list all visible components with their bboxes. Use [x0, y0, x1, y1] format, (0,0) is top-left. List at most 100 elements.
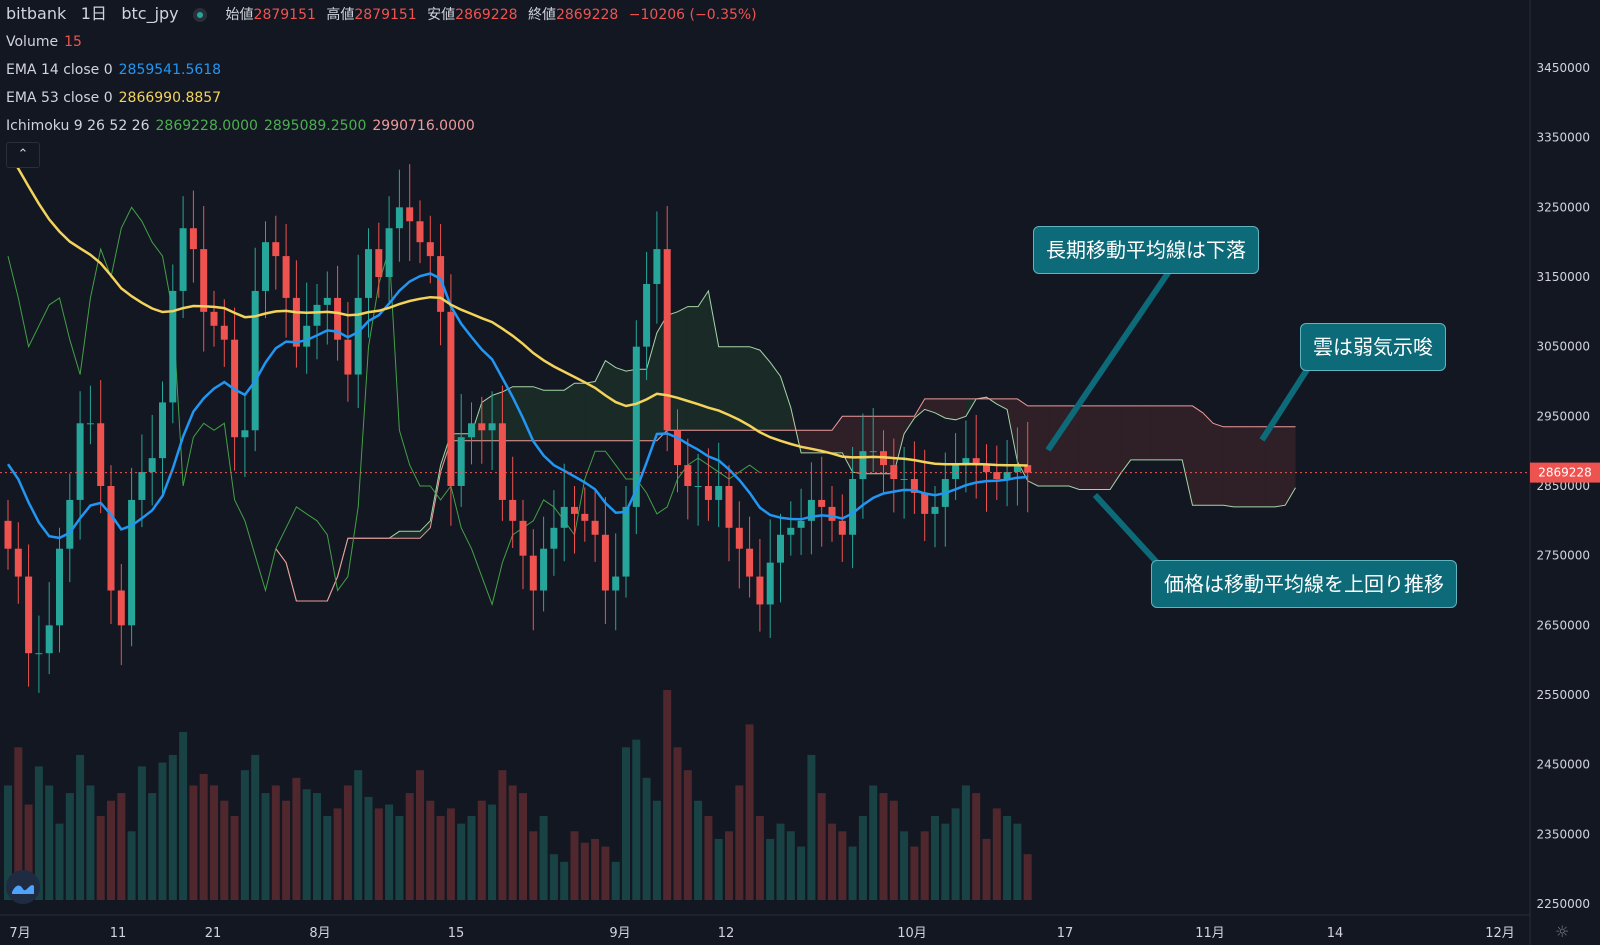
candle — [632, 320, 640, 535]
candle — [241, 392, 249, 477]
candle-body — [251, 290, 259, 431]
volume-bar — [828, 823, 836, 900]
time-tick-label: 9月 — [609, 926, 630, 941]
cloud-segment — [698, 290, 709, 431]
time-tick-label: 8月 — [309, 926, 330, 941]
cloud-segment — [1110, 405, 1121, 490]
candle — [560, 463, 568, 562]
volume-bar — [354, 770, 363, 900]
candle-body — [323, 297, 331, 305]
candle-body — [849, 479, 857, 535]
candle-body — [632, 346, 640, 507]
volume-row[interactable]: Volume 15 — [6, 31, 763, 59]
candle — [715, 442, 723, 528]
volume-bar — [776, 823, 785, 900]
close-value: 2869228 — [555, 7, 619, 23]
candle — [97, 380, 105, 514]
volume-bar — [446, 808, 455, 900]
candle — [818, 456, 826, 547]
interval-label[interactable]: 1日 — [80, 4, 107, 23]
volume-bar — [941, 823, 950, 900]
cloud-segment — [770, 362, 781, 431]
volume-bar — [395, 816, 404, 900]
volume-bar — [251, 754, 260, 900]
cloud-segment — [1038, 405, 1049, 486]
volume-bar — [642, 777, 651, 900]
candle — [787, 501, 795, 556]
volume-bar — [755, 816, 764, 900]
candle — [457, 394, 465, 507]
candle-body — [262, 242, 269, 291]
gear-icon[interactable]: ☼ — [1555, 922, 1570, 941]
cloud-segment — [564, 383, 575, 441]
candle — [643, 251, 651, 381]
candle — [426, 215, 434, 284]
candle-body — [828, 506, 836, 521]
exchange-name[interactable]: bitbank — [6, 4, 67, 23]
volume-bar — [210, 785, 218, 900]
candle — [797, 488, 805, 555]
cloud-segment — [595, 360, 606, 441]
candle — [76, 391, 84, 540]
volume-bar — [972, 793, 981, 900]
volume-bar — [127, 831, 136, 900]
candle — [591, 488, 599, 562]
cloud-segment — [1141, 405, 1152, 460]
candle-body — [4, 520, 12, 549]
tradingview-logo[interactable] — [6, 870, 40, 904]
volume-bar — [992, 808, 1001, 900]
callout-pointer-ema — [1045, 268, 1173, 452]
candle-body — [910, 479, 918, 493]
callout-price: 価格は移動平均線を上回り推移 — [1151, 560, 1457, 608]
time-tick-label: 11月 — [1195, 926, 1225, 941]
symbol-row: bitbank 1日 btc_jpy 始値2879151 高値2879151 安… — [6, 3, 763, 31]
ema53-row[interactable]: EMA 53 close 0 2866990.8857 — [6, 87, 763, 115]
volume-bar — [457, 823, 466, 900]
callout-ema-long: 長期移動平均線は下落 — [1033, 226, 1259, 274]
cloud-segment — [1285, 426, 1296, 506]
candle-body — [509, 499, 517, 521]
candle-body — [210, 311, 218, 326]
candle-body — [674, 430, 681, 466]
legend-collapse-button[interactable]: ⌃ — [6, 142, 40, 168]
volume-bar — [858, 816, 867, 900]
ema14-row[interactable]: EMA 14 close 0 2859541.5618 — [6, 59, 763, 87]
candle-body — [282, 256, 290, 298]
volume-bar — [24, 804, 33, 900]
cloud-segment — [1244, 426, 1255, 507]
candle-body — [478, 423, 486, 431]
candle-body — [581, 513, 589, 521]
volume-bar — [199, 774, 208, 900]
volume-bar — [961, 785, 970, 900]
candle-body — [159, 402, 166, 459]
cloud-segment — [955, 398, 966, 420]
candle — [406, 164, 414, 261]
candle — [292, 260, 300, 368]
volume-bar — [179, 732, 188, 900]
candle-body — [220, 325, 228, 340]
ichimoku-row[interactable]: Ichimoku 9 26 52 26 2869228.0000 2895089.2… — [6, 115, 763, 143]
candle — [828, 486, 836, 542]
volume-layer — [4, 690, 1032, 900]
candle — [581, 487, 589, 542]
candle-body — [179, 228, 187, 291]
volume-bar — [168, 754, 177, 900]
volume-bar — [1003, 816, 1012, 900]
candle — [56, 527, 63, 653]
symbol-name[interactable]: btc_jpy — [121, 4, 179, 23]
volume-bar — [343, 785, 352, 900]
price-tick-label: 3450000 — [1537, 61, 1590, 75]
last-price-badge — [1530, 462, 1600, 483]
volume-bar — [591, 838, 600, 900]
candle-body — [66, 499, 74, 549]
cloud-segment — [687, 306, 699, 431]
cloud-segment — [759, 350, 771, 431]
candle — [498, 385, 506, 521]
candle-body — [117, 590, 125, 626]
cloud-segment — [832, 416, 843, 453]
volume-bar — [107, 800, 115, 900]
candle-body — [560, 506, 568, 528]
candle-body — [200, 249, 208, 312]
ema14-label: EMA 14 close 0 — [6, 62, 113, 78]
